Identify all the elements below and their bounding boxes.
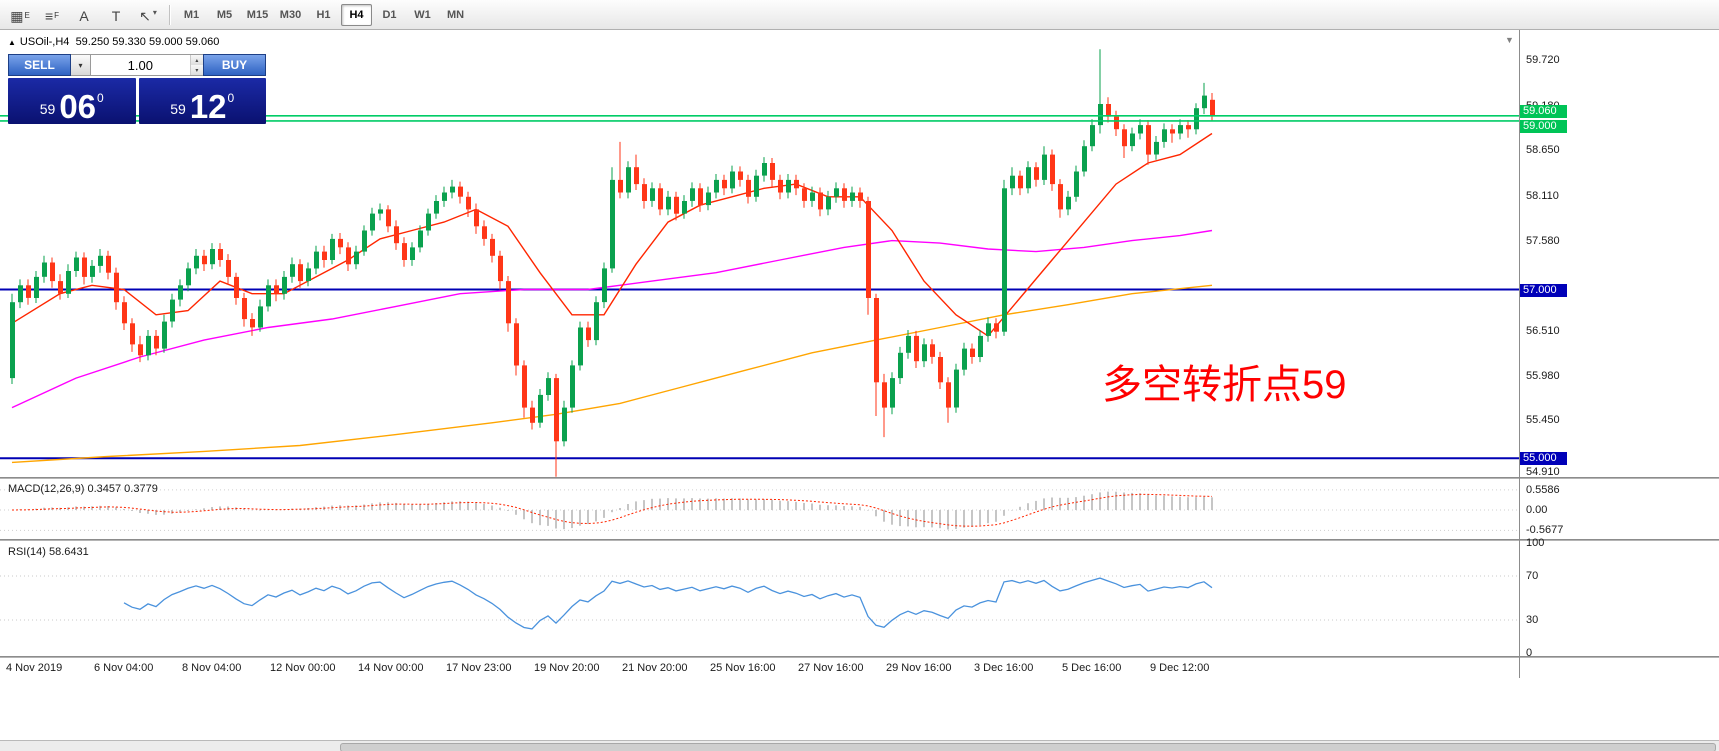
time-axis-label: 4 Nov 2019	[6, 662, 63, 674]
price-axis-highlight: 59.060	[1520, 105, 1567, 118]
price-axis-label: 55.980	[1526, 370, 1560, 382]
volume-input[interactable]	[91, 55, 190, 75]
time-axis-label: 29 Nov 16:00	[886, 662, 952, 674]
main-chart-canvas[interactable]	[0, 30, 1519, 478]
timeframe-h4[interactable]: H4	[341, 3, 372, 26]
top-toolbar: ▦ E ≡ F A T ↖ ▾ M1 M5 M15 M30 H1 H4 D1 W1 MN	[0, 0, 1719, 30]
arrows-tool-icon[interactable]: ↖ ▾	[139, 7, 157, 24]
sell-price-pips: 06	[59, 87, 97, 125]
time-axis-label: 6 Nov 04:00	[94, 662, 154, 674]
rsi-line	[123, 577, 1213, 630]
candles-layer	[10, 49, 1215, 477]
price-axis-highlight: 59.000	[1520, 120, 1567, 133]
time-axis-label: 14 Nov 00:00	[358, 662, 424, 674]
buy-price-stem: 59	[170, 101, 186, 117]
time-axis-label: 5 Dec 16:00	[1062, 662, 1122, 674]
time-axis-label: 9 Dec 12:00	[1150, 662, 1210, 674]
time-axis-label: 25 Nov 16:00	[710, 662, 776, 674]
timeframe-m15[interactable]: M15	[246, 8, 269, 21]
chart-shift-icon[interactable]: ▼	[1505, 35, 1514, 45]
time-axis-label: 17 Nov 23:00	[446, 662, 512, 674]
horizontal-scrollbar[interactable]	[0, 740, 1719, 751]
sell-price-tile[interactable]: 59 06 0	[8, 78, 136, 124]
timeframe-m5[interactable]: M5	[216, 8, 233, 21]
chevron-down-icon: ▾	[78, 60, 83, 70]
rsi-axis-label: 70	[1526, 570, 1539, 582]
volume-stepper: ▴ ▾	[189, 55, 203, 75]
time-axis-label: 12 Nov 00:00	[270, 662, 336, 674]
price-axis-label: 56.510	[1526, 325, 1560, 337]
macd-axis-label: -0.5677	[1526, 524, 1564, 536]
macd-signal-line	[11, 493, 1213, 527]
sell-button[interactable]: SELL	[8, 54, 71, 76]
uptick-icon: ▲	[8, 38, 16, 47]
toolbar-separator	[169, 4, 170, 25]
ohlc-quote: 59.250 59.330 59.000 59.060	[75, 36, 220, 48]
price-axis-label: 58.650	[1526, 144, 1560, 156]
stepper-down-icon[interactable]: ▾	[190, 65, 203, 75]
timeframe-d1[interactable]: D1	[382, 8, 397, 21]
macd-canvas[interactable]	[0, 480, 1519, 539]
timeframe-mn[interactable]: MN	[446, 8, 465, 21]
timeframe-group: M1 M5 M15 M30 H1 H4 D1 W1 MN	[175, 3, 472, 26]
symbol-quote-row: ▲ USOil-,H4 59.250 59.330 59.000 59.060	[8, 36, 219, 48]
time-axis-label: 3 Dec 16:00	[974, 662, 1034, 674]
stepper-up-icon[interactable]: ▴	[190, 55, 203, 65]
volume-dropdown-button[interactable]: ▾	[71, 54, 91, 76]
ma-orange-slow	[11, 284, 1213, 464]
drawing-tools-group: ▦ E ≡ F A T ↖ ▾	[4, 3, 164, 27]
price-axis-label: 58.110	[1526, 190, 1559, 202]
time-axis-label: 21 Nov 20:00	[622, 662, 688, 674]
label-tool-icon[interactable]: T	[111, 7, 121, 24]
panel-splitter[interactable]	[0, 477, 1719, 479]
rsi-axis-label: 100	[1526, 537, 1545, 549]
macd-label: MACD(12,26,9) 0.3457 0.3779	[8, 483, 158, 495]
price-axis-label: 55.450	[1526, 414, 1560, 426]
buy-button[interactable]: BUY	[203, 54, 266, 76]
timeframe-h1[interactable]: H1	[316, 8, 331, 21]
timeframe-m1[interactable]: M1	[183, 8, 200, 21]
price-axis-highlight: 55.000	[1520, 452, 1567, 465]
rsi-label: RSI(14) 58.6431	[8, 546, 89, 558]
price-axis-label: 57.580	[1526, 235, 1560, 247]
macd-axis-label: 0.00	[1526, 504, 1548, 516]
indicators-icon[interactable]: ▦ E	[10, 7, 30, 24]
text-tool-icon[interactable]: A	[79, 7, 89, 24]
price-axis-highlight: 57.000	[1520, 284, 1567, 297]
rsi-canvas[interactable]	[0, 541, 1519, 656]
sell-price-frac: 0	[97, 91, 104, 105]
symbol-label: USOil-,H4	[19, 36, 70, 48]
ma-red-fast	[11, 132, 1213, 337]
panel-splitter[interactable]	[0, 656, 1719, 658]
one-click-trade-panel: SELL ▾ ▴ ▾ BUY 59 06 0 59 12 0	[8, 54, 266, 124]
volume-field-wrap: ▴ ▾	[91, 54, 203, 76]
timeframe-w1[interactable]: W1	[414, 8, 431, 21]
buy-price-pips: 12	[189, 87, 227, 125]
rsi-axis-label: 0	[1526, 647, 1533, 659]
time-axis-label: 27 Nov 16:00	[798, 662, 864, 674]
timeframe-m30[interactable]: M30	[279, 8, 302, 21]
macd-axis-label: 0.5586	[1526, 484, 1560, 496]
objects-lines-icon[interactable]: ≡ F	[44, 7, 60, 24]
chart-text-annotation: 多空转折点59	[1102, 363, 1347, 407]
rsi-axis-label: 30	[1526, 614, 1539, 626]
price-axis-label: 54.910	[1526, 466, 1560, 478]
buy-price-frac: 0	[227, 91, 235, 105]
price-axis-border	[1519, 30, 1520, 678]
buy-price-tile[interactable]: 59 12 0	[138, 78, 266, 125]
sell-price-stem: 59	[39, 101, 56, 117]
time-axis-label: 8 Nov 04:00	[182, 662, 242, 674]
price-axis-label: 59.720	[1526, 54, 1560, 66]
time-axis-label: 19 Nov 20:00	[534, 662, 600, 674]
scrollbar-thumb[interactable]	[340, 743, 1716, 751]
panel-splitter[interactable]	[0, 539, 1719, 541]
